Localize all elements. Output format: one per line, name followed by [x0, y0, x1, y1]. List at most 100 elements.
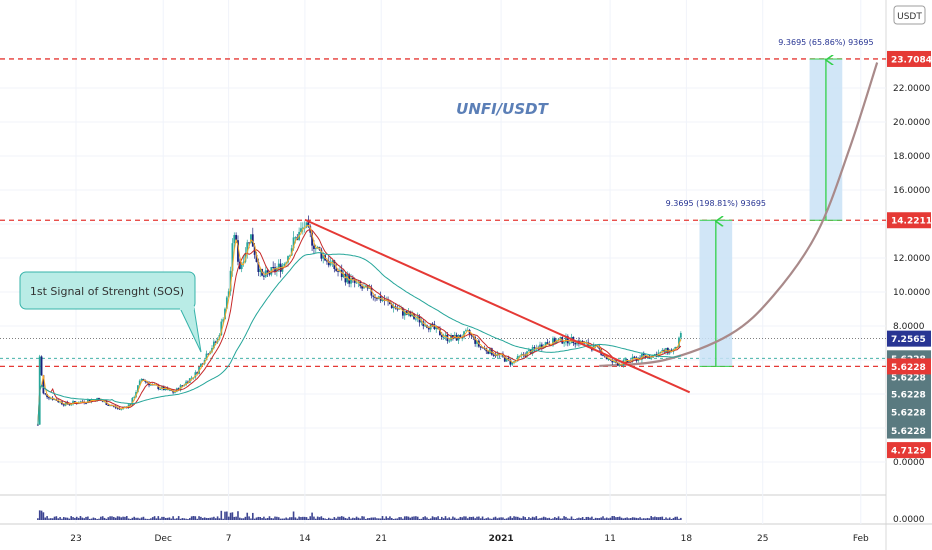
candle-body — [524, 354, 527, 357]
volume-bar — [394, 518, 397, 520]
candle-body — [322, 255, 325, 259]
candle-body — [36, 424, 39, 426]
volume-bar — [201, 518, 204, 520]
price-badges: 5.62285.62285.62285.62285.622823.708414.… — [887, 50, 932, 459]
candle-body — [283, 263, 286, 266]
volume-bar — [596, 518, 599, 520]
volume-bar — [374, 517, 376, 520]
volume-bar — [40, 510, 43, 520]
candle-body — [292, 237, 295, 249]
volume-bar — [650, 516, 652, 520]
volume-bar — [518, 517, 521, 520]
volume-bar — [513, 516, 515, 520]
volume-bar — [617, 516, 619, 520]
volume-bar — [589, 517, 591, 520]
volume-bar — [155, 518, 158, 520]
volume-bar — [496, 518, 499, 520]
volume-bar — [188, 518, 191, 520]
curve — [599, 62, 879, 368]
candle-body — [476, 340, 478, 344]
volume-bar — [670, 518, 673, 520]
candle-body — [44, 393, 47, 395]
time-axis[interactable]: 23 Dec 7 14 21 2021 11 18 25 Feb — [70, 534, 869, 544]
candle-body — [566, 336, 569, 344]
measurement-label: 9.3695 (65.86%) 93695 — [778, 38, 873, 47]
volume-bar — [422, 517, 425, 520]
currency-badge[interactable]: USDT — [893, 5, 926, 25]
candle-body — [674, 346, 677, 350]
volume-bar — [483, 518, 486, 520]
current-price-badge — [887, 330, 931, 347]
volume-bar — [379, 518, 382, 520]
volume-bar — [125, 516, 128, 520]
candle-body — [42, 375, 45, 394]
volume-bar — [211, 517, 213, 520]
candle-body — [301, 227, 304, 229]
candle-body — [300, 228, 302, 232]
volume-bar — [144, 518, 147, 520]
volume-bar — [500, 517, 502, 520]
volume-bar — [235, 516, 237, 520]
volume-bar — [672, 517, 675, 520]
volume-bar — [113, 516, 115, 520]
y-tick-label: 18.0000 — [893, 152, 930, 162]
volume-bar — [461, 517, 463, 520]
volume-bar — [539, 518, 541, 520]
volume-bar — [509, 516, 512, 520]
volume-bar — [253, 518, 256, 520]
volume-bar — [550, 518, 552, 520]
candle-body — [274, 267, 276, 272]
volume-bar — [366, 518, 369, 520]
volume-bar — [116, 516, 119, 520]
volume-bar — [344, 517, 347, 520]
sos-callout[interactable]: 1st Signal of Strenght (SOS) — [19, 271, 202, 353]
candle-body — [326, 260, 328, 262]
candle-body — [346, 274, 349, 283]
volume-bar — [546, 518, 549, 520]
volume-bar — [51, 518, 54, 520]
candle-body — [313, 245, 315, 250]
candle-body — [403, 311, 406, 316]
volume-bar — [109, 516, 111, 520]
volume-bar — [77, 517, 80, 520]
volume-bar — [170, 518, 173, 520]
volume-bar — [159, 518, 161, 520]
volume-bar — [287, 518, 289, 520]
volume-bar — [131, 517, 134, 520]
sos-callout-text: 1st Signal of Strenght (SOS) — [30, 285, 184, 298]
candle-body — [503, 356, 506, 362]
candle-body — [220, 321, 223, 336]
candle-body — [246, 242, 249, 254]
candle-body — [490, 348, 493, 355]
volume-bar — [240, 518, 243, 520]
candle-body — [231, 243, 234, 271]
volume-bar — [478, 516, 480, 520]
candle-body — [288, 255, 291, 257]
volume-bar — [609, 517, 612, 520]
volume-bar — [66, 517, 69, 520]
volume-bar — [296, 518, 299, 520]
volume-bar — [428, 518, 430, 520]
candle-body — [463, 331, 465, 338]
level-badge-low-label: 5.6228 — [891, 363, 926, 373]
candle-body — [85, 402, 87, 404]
volume-bar — [466, 518, 469, 520]
x-tick-label: 14 — [299, 534, 311, 544]
candle-body — [287, 256, 289, 263]
candle-body — [109, 405, 112, 407]
volume-bar — [485, 518, 488, 520]
stacked-badge-label: 5.6228 — [891, 391, 926, 401]
volume-bar — [320, 516, 323, 520]
volume-bar — [255, 517, 258, 520]
volume-bar — [303, 516, 306, 520]
candle-body — [225, 297, 228, 309]
candle-body — [49, 397, 52, 399]
volume-bar — [602, 516, 604, 520]
volume-bar — [166, 517, 169, 520]
candle-body — [568, 343, 571, 345]
candle-body — [548, 343, 551, 345]
volume-bar — [652, 517, 654, 520]
volume-bar — [429, 518, 432, 520]
candle-body — [140, 378, 143, 381]
